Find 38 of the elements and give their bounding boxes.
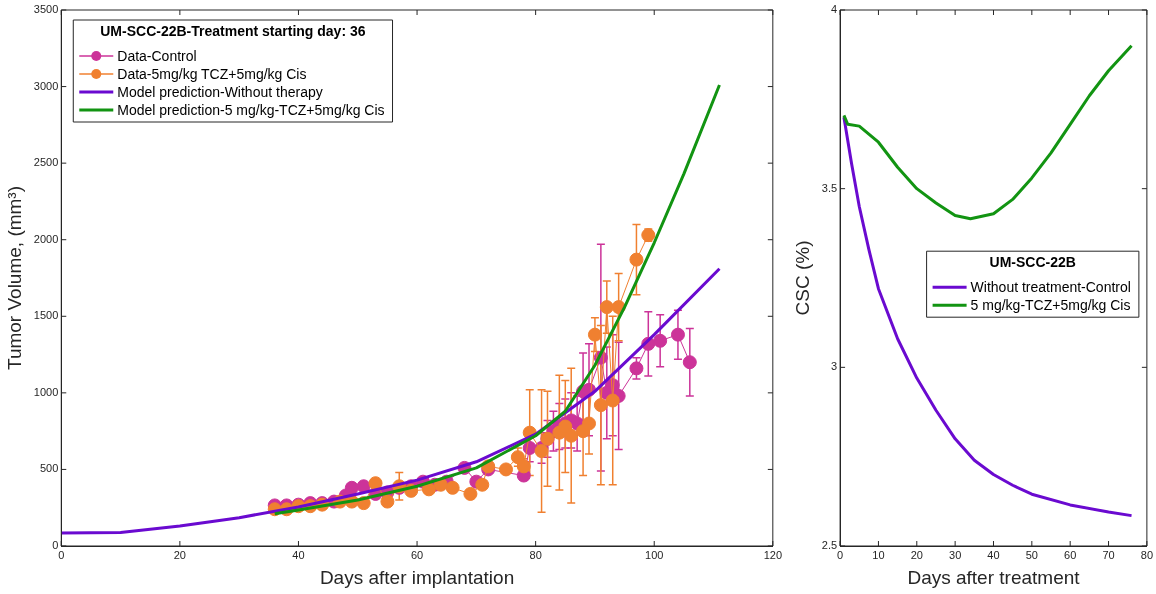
x-tick-label: 20 [910,548,923,561]
x-tick-label: 20 [173,548,186,561]
x-tick-label: 10 [872,548,885,561]
legend-label: Model prediction-5 mg/kg-TCZ+5mg/kg Cis [117,101,385,118]
x-tick-label: 80 [529,548,542,561]
x-tick-label: 50 [1025,548,1038,561]
x-tick-label: 40 [987,548,1000,561]
y-tick-label: 2.5 [821,539,838,552]
y-tick-label: 3500 [33,3,59,16]
x-tick-label: 100 [645,548,664,561]
y-axis-title: CSC (%) [791,240,813,316]
y-tick-label: 3 [830,360,838,373]
legend-title: UM-SCC-22B-Treatment starting day: 36 [100,22,366,39]
x-tick-label: 40 [292,548,305,561]
y-axis-title: Tumor Volume, (mm³) [3,185,25,371]
legend-label: Without treatment-Control [970,279,1131,296]
x-tick-label: 120 [763,548,782,561]
x-tick-label: 80 [1140,548,1154,561]
x-tick-label: 30 [949,548,962,561]
y-tick-label: 1500 [33,309,59,322]
y-tick-label: 2500 [33,156,59,169]
y-tick-label: 2000 [33,232,59,245]
x-tick-label: 70 [1102,548,1115,561]
y-tick-label: 500 [39,462,59,475]
legend-label: Model prediction-Without therapy [117,83,323,100]
x-tick-label: 60 [1064,548,1077,561]
legend-label: 5 mg/kg-TCZ+5mg/kg Cis [970,297,1131,314]
y-tick-label: 1000 [33,385,59,398]
x-axis-title: Days after treatment [907,566,1081,588]
y-tick-label: 3000 [33,79,59,92]
legend-title: UM-SCC-22B [989,254,1076,271]
legend-label: Data-Control [117,47,197,64]
y-tick-label: 4 [830,3,838,16]
x-axis-title: Days after implantation [319,566,515,588]
legend-label: Data-5mg/kg TCZ+5mg/kg Cis [117,65,307,82]
y-tick-label: 0 [52,539,59,552]
x-tick-label: 60 [410,548,424,561]
y-tick-label: 3.5 [821,181,838,194]
